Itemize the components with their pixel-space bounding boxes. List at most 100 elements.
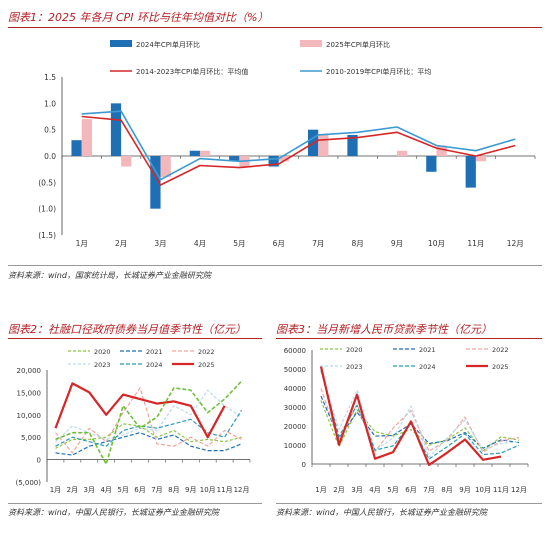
fig1-ytick-label: 0.5: [44, 126, 56, 135]
fig1-xtick-label: 12月: [507, 239, 524, 248]
fig1-legend-label-2: 2014-2023年CPI单月环比：平均值: [136, 67, 248, 76]
fig1-ytick-label: 0.0: [44, 152, 56, 161]
fig2-legend-label-4: 2024: [146, 361, 163, 369]
fig1-xtick-label: 3月: [154, 239, 166, 248]
fig2-series-line-1: [55, 432, 242, 456]
fig2-legend-label-3: 2023: [94, 361, 111, 369]
fig3-xtick-label: 2月: [333, 486, 344, 494]
fig2-xtick-label: 8月: [168, 486, 179, 494]
fig1-xtick-label: 9月: [391, 239, 403, 248]
fig1-bar-a: [71, 140, 82, 156]
fig1-legend-label-1: 2025年CPI单月环比: [326, 40, 390, 49]
fig3-legend-label-4: 2024: [419, 363, 436, 371]
fig3-series-line-1: [320, 395, 520, 449]
fig1-xtick-label: 6月: [273, 239, 285, 248]
figure2-source: 资料来源：wind，中国人民银行，长城证券产业金融研究院: [8, 508, 219, 517]
figure3-source: 资料来源：wind，中国人民银行，长城证券产业金融研究院: [276, 508, 487, 517]
fig3-ytick-label: 60000: [284, 347, 306, 355]
fig2-ytick-label: 5,000: [21, 434, 41, 442]
fig1-series-line-0: [81, 115, 516, 186]
fig2-ytick-label: 0: [37, 457, 41, 465]
fig1-ytick-label: (1.0): [38, 205, 56, 214]
fig1-bar-a: [150, 156, 161, 209]
fig3-xtick-label: 4月: [369, 486, 380, 494]
fig1-xtick-label: 2月: [115, 239, 127, 248]
figure2-title: 图表2：社融口径政府债券当月值季节性（亿元）: [8, 323, 246, 336]
fig2-series-line-6: [55, 380, 243, 465]
fig2-ytick-label: (5,000): [15, 479, 41, 487]
fig2-xtick-label: 11月: [217, 486, 233, 494]
fig3-xtick-label: 11月: [493, 486, 509, 494]
fig3-ytick-label: 40000: [284, 385, 306, 393]
fig3-series-line-5: [319, 366, 502, 466]
fig2-xtick-label: 4月: [100, 486, 111, 494]
fig3-legend-label-0: 2020: [346, 346, 363, 354]
fig2-ytick-label: 10,000: [17, 412, 42, 420]
figure3-source-rule: [276, 503, 542, 504]
fig3-legend-label-3: 2023: [346, 363, 363, 371]
figure3-title-rule: [276, 338, 542, 339]
fig3-xtick-label: 8月: [441, 486, 452, 494]
fig2-xtick-label: 9月: [185, 486, 196, 494]
figure2-source-rule: [8, 503, 262, 504]
fig2-xtick-label: 10月: [200, 486, 216, 494]
fig1-bar-b: [278, 156, 290, 162]
fig1-legend-swatch-1: [300, 40, 322, 47]
fig2-xtick-label: 12月: [234, 486, 250, 494]
fig1-bar-a: [347, 134, 358, 156]
fig1-bar-b: [160, 156, 171, 178]
fig2-series-line-3: [55, 389, 242, 443]
fig1-xtick-label: 11月: [467, 239, 484, 248]
fig1-bar-b: [199, 150, 211, 156]
figure1-source-rule: [8, 265, 542, 266]
fig2-xtick-label: 6月: [134, 486, 145, 494]
fig1-bar-b: [121, 156, 132, 167]
fig1-xtick-label: 1月: [76, 239, 88, 248]
fig1-bar-b: [475, 156, 487, 162]
fig3-legend-label-1: 2021: [419, 346, 436, 354]
fig2-ytick-label: 15,000: [17, 389, 42, 397]
fig1-xtick-label: 5月: [233, 239, 245, 248]
fig1-ytick-label: 1.0: [44, 99, 56, 108]
fig1-legend-label-0: 2024年CPI单月环比: [136, 40, 200, 49]
fig1-ytick-label: (0.5): [38, 178, 56, 187]
fig1-bar-b: [397, 150, 408, 156]
fig3-xtick-label: 6月: [405, 486, 416, 494]
fig1-xtick-label: 7月: [312, 239, 324, 248]
fig2-series-line-5: [54, 382, 226, 439]
fig3-xtick-label: 5月: [387, 486, 398, 494]
fig3-ytick-label: 50000: [284, 366, 306, 374]
figure1-source: 资料来源：wind，国家统计局，长城证券产业金融研究院: [8, 271, 211, 280]
fig1-bar-b: [436, 145, 447, 156]
fig3-ytick-label: 10000: [284, 442, 306, 450]
fig2-series-line-2: [55, 387, 242, 454]
fig3-xtick-label: 7月: [423, 486, 434, 494]
fig3-ytick-label: 20000: [284, 423, 306, 431]
figure1-title-rule: [8, 27, 542, 28]
fig2-legend-label-0: 2020: [94, 348, 111, 356]
fig3-ytick-label: 0: [302, 461, 306, 469]
fig3-xtick-label: 3月: [351, 486, 362, 494]
fig1-xtick-label: 4月: [194, 239, 206, 248]
fig1-bar-a: [426, 156, 437, 172]
fig1-bar-a: [229, 156, 240, 162]
fig2-series-line-0: [55, 423, 242, 449]
fig2-xtick-label: 7月: [151, 486, 162, 494]
fig1-bar-a: [268, 156, 279, 167]
fig3-legend-label-5: 2025: [492, 363, 509, 371]
fig3-ytick-label: 30000: [284, 404, 306, 412]
fig2-legend-label-1: 2021: [146, 348, 163, 356]
fig1-legend-swatch-0: [110, 40, 132, 47]
fig1-ytick-label: 1.5: [44, 73, 56, 82]
fig3-xtick-label: 12月: [511, 486, 527, 494]
figure3-title: 图表3：当月新增人民币贷款季节性（亿元）: [276, 323, 492, 336]
fig2-xtick-label: 5月: [117, 486, 128, 494]
fig2-xtick-label: 1月: [50, 486, 61, 494]
fig1-ytick-label: (1.5): [38, 231, 56, 240]
fig2-legend-label-5: 2025: [198, 361, 215, 369]
figure2-title-rule: [8, 338, 262, 339]
fig1-bar-a: [189, 150, 200, 156]
fig3-xtick-label: 10月: [475, 486, 491, 494]
fig1-series-line-1: [81, 110, 516, 181]
